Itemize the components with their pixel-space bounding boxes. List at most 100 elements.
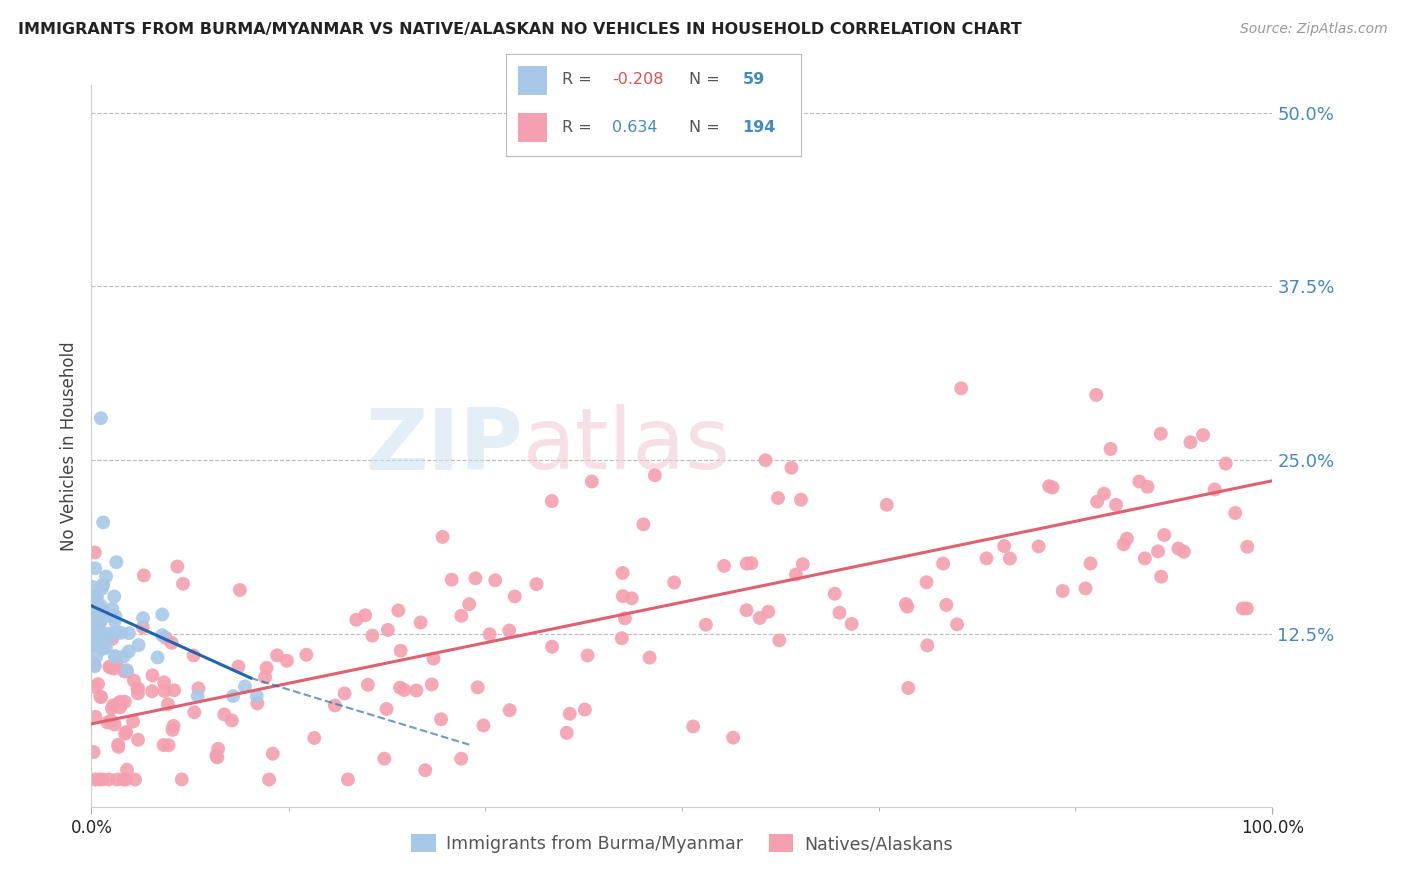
Point — [122, 714, 145, 729]
Point — [104, 717, 127, 731]
Point — [153, 684, 176, 698]
Point — [993, 539, 1015, 553]
Point — [409, 615, 432, 630]
Point — [114, 695, 136, 709]
Point — [246, 697, 269, 711]
Point — [377, 623, 399, 637]
Point — [1236, 540, 1258, 554]
Point — [1042, 480, 1064, 494]
Point — [104, 614, 127, 628]
Point — [1092, 486, 1115, 500]
Point — [91, 611, 114, 625]
Point — [122, 673, 145, 688]
Point — [97, 715, 120, 730]
Point — [84, 710, 107, 724]
Point — [450, 752, 472, 766]
Point — [946, 617, 969, 632]
Point — [132, 568, 155, 582]
Point — [82, 632, 104, 646]
Point — [83, 680, 105, 694]
Point — [87, 631, 110, 645]
Point — [98, 660, 121, 674]
Point — [405, 683, 427, 698]
Point — [1215, 457, 1237, 471]
Point — [467, 681, 489, 695]
Point — [735, 603, 758, 617]
Point — [1167, 541, 1189, 556]
Text: N =: N = — [689, 120, 720, 135]
Point — [90, 690, 112, 705]
Point — [257, 772, 280, 787]
Point — [100, 714, 122, 728]
Point — [157, 739, 180, 753]
Point — [266, 648, 288, 663]
Point — [132, 611, 155, 625]
Point — [107, 739, 129, 754]
Point — [86, 590, 108, 604]
Point — [128, 638, 150, 652]
Point — [1232, 601, 1254, 615]
Point — [83, 628, 105, 642]
Point — [87, 620, 110, 634]
Point — [756, 605, 779, 619]
Point — [110, 696, 132, 710]
Point — [896, 599, 918, 614]
Point — [440, 573, 463, 587]
Point — [998, 551, 1021, 566]
Point — [105, 657, 128, 672]
Point — [612, 589, 634, 603]
Point — [373, 752, 395, 766]
Point — [333, 686, 356, 700]
Point — [127, 732, 149, 747]
Point — [1085, 388, 1108, 402]
Point — [83, 637, 105, 651]
Point — [82, 599, 104, 614]
Text: ZIP: ZIP — [364, 404, 523, 488]
Point — [214, 707, 236, 722]
Point — [1192, 428, 1215, 442]
Point — [785, 567, 807, 582]
Point — [1128, 475, 1150, 489]
Point — [357, 678, 380, 692]
Point — [1147, 544, 1170, 558]
Point — [112, 649, 135, 664]
Point — [950, 381, 973, 395]
Point — [754, 453, 776, 467]
Point — [276, 654, 298, 668]
Point — [932, 557, 955, 571]
Point — [90, 614, 112, 628]
Point — [84, 659, 107, 673]
Point — [976, 551, 998, 566]
Point — [118, 626, 141, 640]
Point — [612, 566, 634, 580]
Point — [163, 683, 186, 698]
Point — [91, 577, 114, 591]
Point — [1052, 583, 1074, 598]
Point — [841, 616, 863, 631]
Point — [205, 748, 228, 763]
Point — [101, 601, 124, 615]
Point — [917, 639, 939, 653]
Point — [1153, 528, 1175, 542]
Point — [104, 649, 127, 664]
Point — [1038, 479, 1060, 493]
Point — [84, 772, 107, 787]
Point — [735, 557, 758, 571]
Point — [108, 695, 131, 709]
Point — [828, 606, 851, 620]
Point — [1150, 569, 1173, 583]
Point — [638, 650, 661, 665]
Point — [790, 492, 813, 507]
Point — [766, 491, 789, 505]
Point — [94, 569, 117, 583]
Point — [108, 700, 131, 714]
Point — [344, 613, 367, 627]
Point — [90, 411, 112, 425]
Point — [336, 772, 359, 787]
Point — [503, 590, 526, 604]
Point — [172, 576, 194, 591]
Point — [254, 670, 277, 684]
Point — [124, 772, 146, 787]
Point — [1150, 426, 1173, 441]
Point — [115, 763, 138, 777]
